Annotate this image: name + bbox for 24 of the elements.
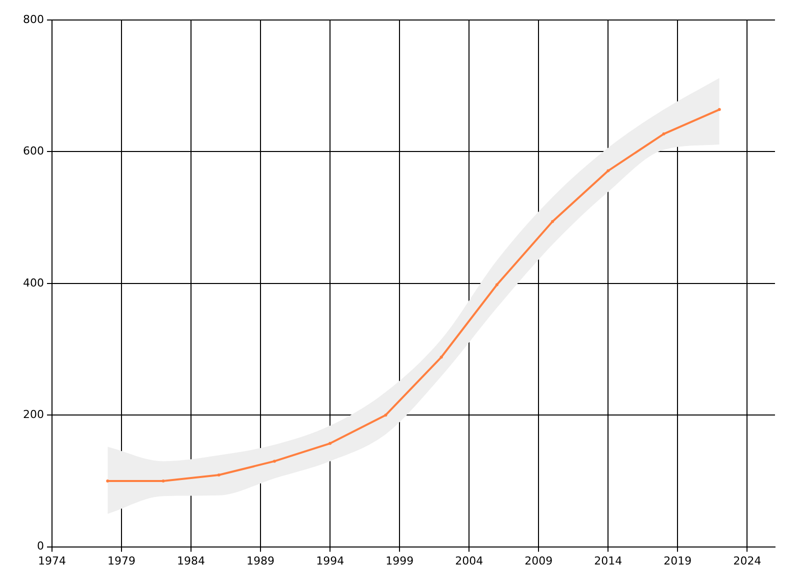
x-tick-label: 1999 (386, 554, 414, 568)
y-tick-label: 800 (22, 12, 44, 26)
point (272, 460, 276, 463)
x-tick-label: 2019 (664, 554, 692, 568)
point (718, 108, 721, 112)
point (495, 283, 498, 286)
y-tick-label: 400 (22, 276, 44, 290)
x-tick-label: 2009 (524, 554, 553, 568)
point (328, 442, 332, 445)
x-tick-label: 2014 (594, 554, 622, 568)
x-tick-label: 1984 (177, 554, 206, 568)
x-tick-label: 2004 (455, 554, 484, 568)
point (440, 356, 443, 359)
x-tick-label: 1974 (38, 554, 66, 568)
point (662, 132, 666, 136)
x-tick-label: 1979 (108, 554, 136, 568)
x-tick-label: 2024 (733, 554, 762, 568)
y-tick-label: 600 (22, 144, 44, 158)
x-tick-label: 1994 (316, 554, 344, 568)
y-tick-label: 0 (36, 540, 44, 553)
point (606, 169, 610, 172)
point (384, 414, 388, 417)
y-tick-label: 200 (22, 408, 44, 421)
x-tick-label: 1989 (246, 554, 275, 568)
